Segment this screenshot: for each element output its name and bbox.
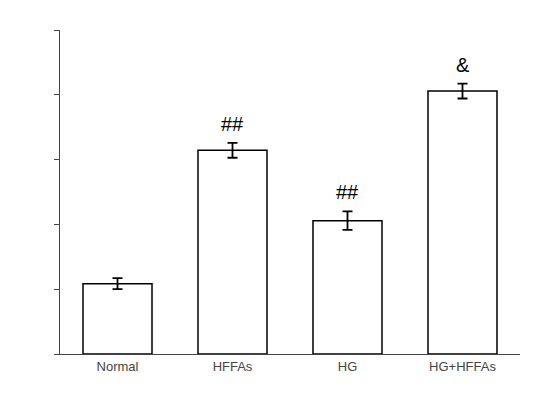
svg-text:&: & (456, 54, 470, 76)
svg-text:Normal: Normal (97, 359, 139, 374)
svg-text:HG+HFFAs: HG+HFFAs (429, 359, 496, 374)
svg-text:##: ## (221, 113, 244, 135)
svg-text:HFFAs: HFFAs (213, 359, 253, 374)
svg-text:HG: HG (338, 359, 358, 374)
svg-text:##: ## (336, 181, 359, 203)
